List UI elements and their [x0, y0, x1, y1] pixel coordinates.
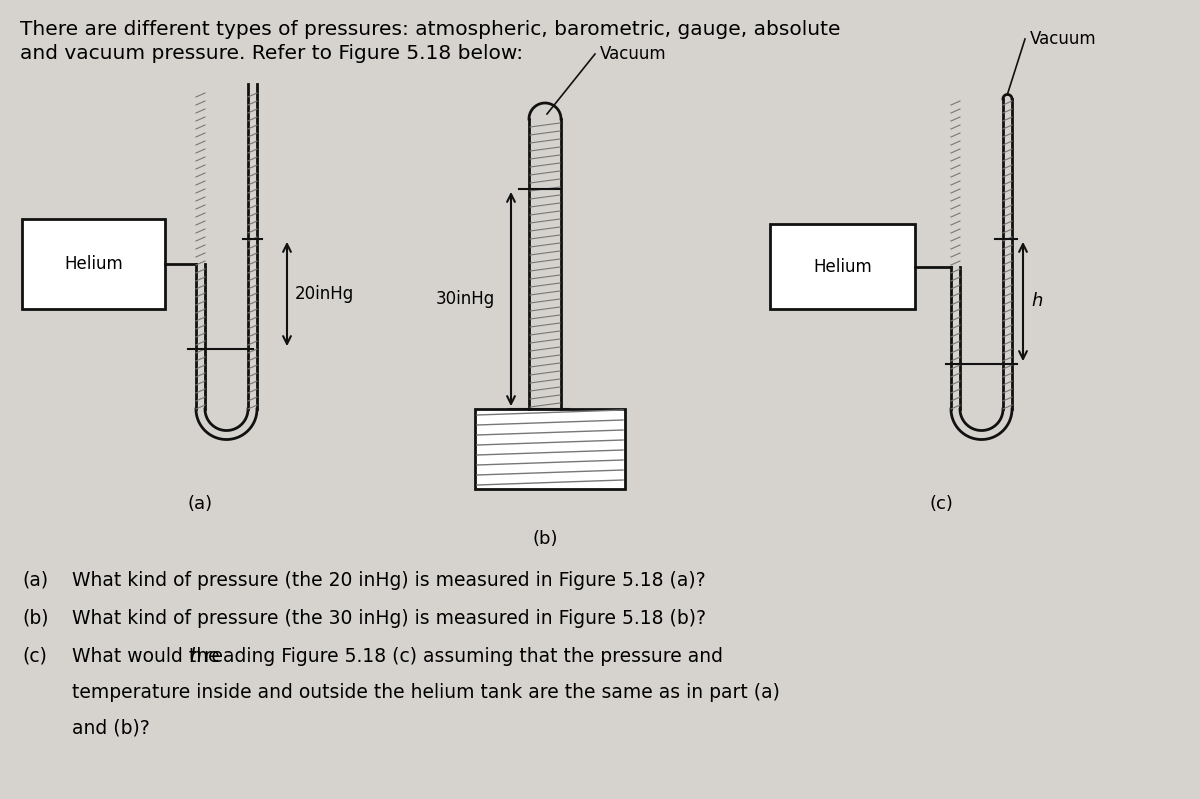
Bar	[22, 219, 166, 309]
Text: h: h	[190, 647, 200, 666]
Text: and (b)?: and (b)?	[72, 719, 150, 738]
Bar	[475, 409, 625, 489]
Text: (b): (b)	[533, 530, 558, 548]
Text: Vacuum: Vacuum	[600, 45, 667, 63]
Text: Helium: Helium	[814, 257, 872, 276]
Text: Helium: Helium	[64, 255, 122, 273]
Bar	[770, 224, 916, 309]
Text: (c): (c)	[929, 495, 953, 513]
Text: (a): (a)	[22, 571, 48, 590]
Text: Vacuum: Vacuum	[1030, 30, 1097, 48]
Text: (a): (a)	[187, 495, 212, 513]
Text: 20inHg: 20inHg	[295, 285, 354, 303]
Text: What kind of pressure (the 30 inHg) is measured in Figure 5.18 (b)?: What kind of pressure (the 30 inHg) is m…	[72, 609, 706, 628]
Text: temperature inside and outside the helium tank are the same as in part (a): temperature inside and outside the heliu…	[72, 683, 780, 702]
Text: and vacuum pressure. Refer to Figure 5.18 below:: and vacuum pressure. Refer to Figure 5.1…	[20, 44, 523, 63]
Text: There are different types of pressures: atmospheric, barometric, gauge, absolute: There are different types of pressures: …	[20, 20, 840, 39]
Text: h: h	[1031, 292, 1043, 311]
Text: What kind of pressure (the 20 inHg) is measured in Figure 5.18 (a)?: What kind of pressure (the 20 inHg) is m…	[72, 571, 706, 590]
Text: What would the: What would the	[72, 647, 226, 666]
Text: reading Figure 5.18 (c) assuming that the pressure and: reading Figure 5.18 (c) assuming that th…	[198, 647, 722, 666]
Text: (b): (b)	[22, 609, 48, 628]
Text: 30inHg: 30inHg	[436, 290, 496, 308]
Text: (c): (c)	[22, 647, 47, 666]
